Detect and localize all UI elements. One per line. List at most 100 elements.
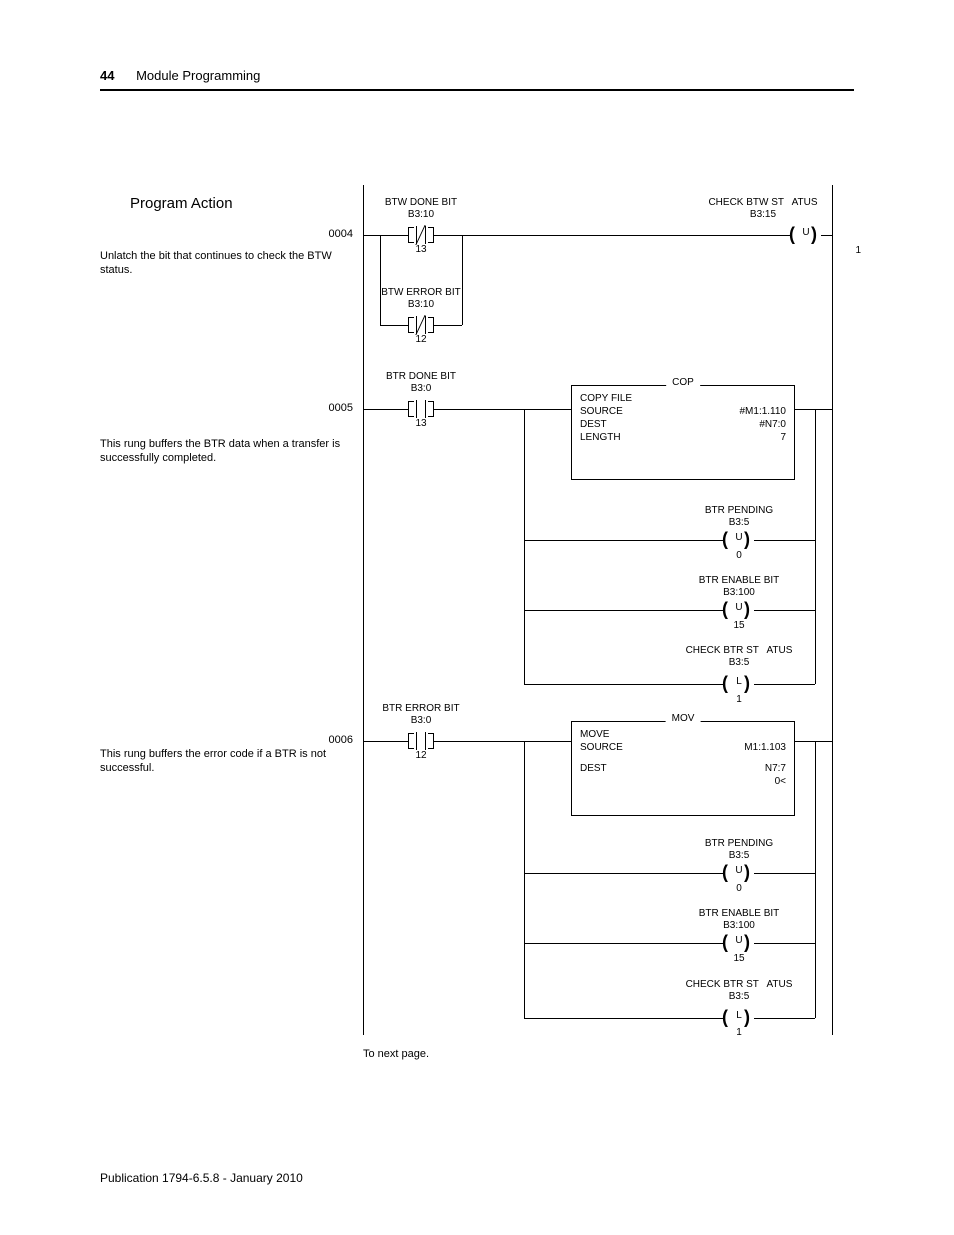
publication-footer: Publication 1794-6.5.8 - January 2010 [100, 1171, 303, 1185]
btr-enable-bit-0005: 15 [669, 620, 809, 632]
label-addr: B3:10 [371, 299, 471, 311]
label-addr: B3:15 [693, 209, 833, 221]
mov-dest-label: DEST [580, 763, 607, 774]
wire [380, 235, 381, 325]
wire [754, 540, 815, 541]
label-addr: B3:0 [371, 715, 471, 727]
rung-0005-desc: This rung buffers the BTR data when a tr… [100, 438, 350, 466]
label-text: CHECK BTR ST ATUS [669, 645, 809, 657]
program-action-heading: Program Action [130, 195, 233, 212]
label-addr: B3:100 [669, 587, 809, 599]
label-text: CHECK BTW ST ATUS [693, 197, 833, 209]
rung-0005-number: 0005 [313, 402, 353, 414]
wire [754, 684, 815, 685]
wire [754, 610, 815, 611]
mov-source-val: M1:1.103 [744, 742, 786, 753]
label-addr: B3:0 [371, 383, 471, 395]
wire [434, 325, 462, 326]
btr-error-bit-num: 12 [371, 750, 471, 762]
btr-done-xic [408, 400, 434, 418]
right-power-rail [832, 185, 833, 1035]
rung-0004-number: 0004 [313, 228, 353, 240]
section-title: Module Programming [136, 68, 260, 83]
check-btr-status-bit-0006: 1 [669, 1027, 809, 1039]
btw-error-bit-label: BTW ERROR BIT B3:10 [371, 287, 471, 310]
check-btw-status-bit: 1 [736, 245, 876, 257]
btr-pending-coil-0005: (U) [724, 531, 754, 549]
mov-title: MOV [666, 713, 701, 724]
btw-done-xio [408, 226, 434, 244]
wire [815, 741, 816, 1018]
wire [754, 873, 815, 874]
cop-instruction-box: COP COPY FILE SOURCE#M1:1.110 DEST#N7:0 … [571, 385, 795, 480]
label-text: BTR PENDING [669, 838, 809, 850]
btr-pending-label-0006: BTR PENDING B3:5 [669, 838, 809, 861]
label-text: BTR ENABLE BIT [669, 908, 809, 920]
wire [795, 741, 833, 742]
label-addr: B3:10 [371, 209, 471, 221]
wire [363, 409, 408, 410]
check-btr-status-label-0006: CHECK BTR ST ATUS B3:5 [669, 979, 809, 1002]
to-next-page-note: To next page. [363, 1048, 429, 1060]
check-btr-status-coil-0006: (L) [724, 1009, 754, 1027]
wire [815, 409, 816, 684]
btw-error-xio [408, 316, 434, 334]
cop-length-val: 7 [780, 432, 786, 443]
wire [524, 610, 724, 611]
wire [754, 1018, 815, 1019]
wire [363, 235, 408, 236]
cop-dest-val: #N7:0 [759, 419, 786, 430]
cop-source-label: SOURCE [580, 406, 623, 417]
btw-done-bit-num: 13 [371, 244, 471, 256]
rung-0006-desc: This rung buffers the error code if a BT… [100, 748, 350, 776]
wire [524, 873, 724, 874]
mov-dest-val2: 0< [775, 776, 786, 787]
rung-0006-number: 0006 [313, 734, 353, 746]
label-addr: B3:5 [669, 657, 809, 669]
btr-enable-bit-0006: 15 [669, 953, 809, 965]
wire [524, 1018, 724, 1019]
mov-subtitle: MOVE [580, 729, 609, 740]
wire [754, 943, 815, 944]
wire [380, 325, 408, 326]
check-btw-status-label: CHECK BTW ST ATUS B3:15 [693, 197, 833, 220]
label-text: BTR DONE BIT [371, 371, 471, 383]
label-addr: B3:5 [669, 850, 809, 862]
wire [434, 235, 791, 236]
check-btr-status-coil-0005: (L) [724, 675, 754, 693]
wire [524, 741, 525, 1018]
btr-enable-coil-0006: (U) [724, 934, 754, 952]
wire [795, 409, 833, 410]
mov-source-label: SOURCE [580, 742, 623, 753]
mov-instruction-box: MOV MOVE SOURCEM1:1.103 DESTN7:7 0< [571, 721, 795, 816]
btr-error-bit-label: BTR ERROR BIT B3:0 [371, 703, 471, 726]
wire [524, 409, 571, 410]
check-btr-status-label-0005: CHECK BTR ST ATUS B3:5 [669, 645, 809, 668]
btr-pending-label-0005: BTR PENDING B3:5 [669, 505, 809, 528]
wire [434, 741, 571, 742]
label-addr: B3:5 [669, 517, 809, 529]
mov-dest-val: N7:7 [765, 763, 786, 774]
wire [363, 741, 408, 742]
cop-length-label: LENGTH [580, 432, 621, 443]
wire [524, 540, 724, 541]
btw-error-bit-num: 12 [371, 334, 471, 346]
label-text: BTW DONE BIT [371, 197, 471, 209]
btr-done-bit-label: BTR DONE BIT B3:0 [371, 371, 471, 394]
check-btw-status-coil: (U) [791, 226, 821, 244]
wire [462, 235, 463, 325]
label-text: CHECK BTR ST ATUS [669, 979, 809, 991]
label-text: BTR PENDING [669, 505, 809, 517]
rung-0004-desc: Unlatch the bit that continues to check … [100, 250, 365, 278]
check-btr-status-bit-0005: 1 [669, 694, 809, 706]
cop-title: COP [666, 377, 700, 388]
btr-enable-label-0006: BTR ENABLE BIT B3:100 [669, 908, 809, 931]
btr-pending-bit-0006: 0 [669, 883, 809, 895]
page-number: 44 [100, 68, 114, 83]
ladder-diagram: BTW DONE BIT B3:10 13 CHECK BTW ST ATUS … [363, 185, 833, 1035]
btw-done-bit-label: BTW DONE BIT B3:10 [371, 197, 471, 220]
wire [524, 684, 724, 685]
cop-source-val: #M1:1.110 [739, 406, 786, 417]
left-power-rail [363, 185, 364, 1035]
cop-dest-label: DEST [580, 419, 607, 430]
